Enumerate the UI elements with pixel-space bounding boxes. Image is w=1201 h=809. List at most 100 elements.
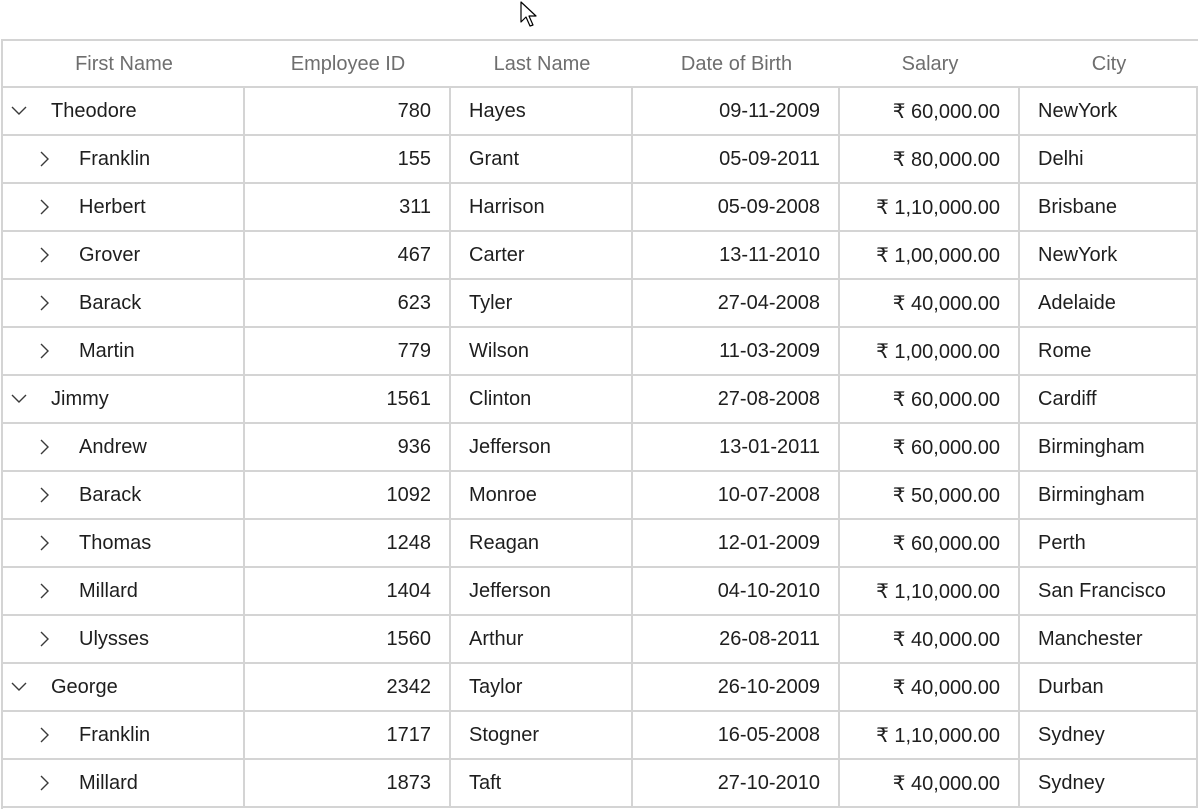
- column-header-city[interactable]: City: [1091, 53, 1127, 75]
- tree-row-child[interactable]: Franklin 155 Grant 05-09-2011 ₹ 80,000.00 Del…: [3, 136, 1198, 184]
- cell-date-of-birth[interactable]: 16-05-2008: [633, 712, 840, 758]
- cell-date-of-birth[interactable]: 27-10-2010: [633, 760, 840, 806]
- cell-city[interactable]: NewYork: [1020, 232, 1198, 278]
- cell-first-name[interactable]: Martin: [3, 328, 245, 374]
- cell-first-name[interactable]: Herbert: [3, 184, 245, 230]
- cell-last-name[interactable]: Monroe: [451, 472, 633, 518]
- cell-first-name[interactable]: George: [3, 664, 245, 710]
- cell-last-name[interactable]: Hayes: [451, 88, 633, 134]
- cell-date-of-birth[interactable]: 27-08-2008: [633, 376, 840, 422]
- cell-date-of-birth[interactable]: 10-07-2008: [633, 472, 840, 518]
- cell-first-name[interactable]: Barack: [3, 280, 245, 326]
- cell-city[interactable]: Sydney: [1020, 712, 1198, 758]
- cell-date-of-birth[interactable]: 09-11-2009: [633, 88, 840, 134]
- chevron-right-icon[interactable]: [33, 435, 57, 459]
- cell-salary[interactable]: ₹ 40,000.00: [840, 616, 1020, 662]
- tree-row-child[interactable]: Barack 1092 Monroe 10-07-2008 ₹ 50,000.00 Bir…: [3, 472, 1198, 520]
- cell-employee-id[interactable]: 623: [245, 280, 451, 326]
- tree-row-child[interactable]: Andrew 936 Jefferson 13-01-2011 ₹ 60,000.00 B…: [3, 424, 1198, 472]
- tree-row-child[interactable]: Millard 1404 Jefferson 04-10-2010 ₹ 1,10,000…: [3, 568, 1198, 616]
- chevron-down-icon[interactable]: [7, 387, 31, 411]
- chevron-right-icon[interactable]: [33, 723, 57, 747]
- column-header-salary[interactable]: Salary: [901, 53, 959, 75]
- chevron-right-icon[interactable]: [33, 483, 57, 507]
- cell-date-of-birth[interactable]: 26-08-2011: [633, 616, 840, 662]
- cell-first-name[interactable]: Theodore: [3, 88, 245, 134]
- cell-employee-id[interactable]: 1404: [245, 568, 451, 614]
- cell-last-name[interactable]: Taylor: [451, 664, 633, 710]
- cell-salary[interactable]: ₹ 40,000.00: [840, 760, 1020, 806]
- cell-last-name[interactable]: Stogner: [451, 712, 633, 758]
- cell-salary[interactable]: ₹ 1,10,000.00: [840, 712, 1020, 758]
- tree-row-child[interactable]: Thomas 1248 Reagan 12-01-2009 ₹ 60,000.00 Per…: [3, 520, 1198, 568]
- cell-first-name[interactable]: Ulysses: [3, 616, 245, 662]
- tree-row-child[interactable]: Franklin 1717 Stogner 16-05-2008 ₹ 1,10,000.…: [3, 712, 1198, 760]
- column-header-date-of-birth[interactable]: Date of Birth: [680, 53, 793, 75]
- cell-last-name[interactable]: Reagan: [451, 520, 633, 566]
- tree-row-parent[interactable]: Jimmy 1561 Clinton 27-08-2008 ₹ 60,000.00 Car…: [3, 376, 1198, 424]
- cell-first-name[interactable]: Thomas: [3, 520, 245, 566]
- tree-row-child[interactable]: Herbert 311 Harrison 05-09-2008 ₹ 1,10,000.0…: [3, 184, 1198, 232]
- cell-city[interactable]: Perth: [1020, 520, 1198, 566]
- cell-last-name[interactable]: Clinton: [451, 376, 633, 422]
- cell-date-of-birth[interactable]: 05-09-2008: [633, 184, 840, 230]
- cell-employee-id[interactable]: 2342: [245, 664, 451, 710]
- cell-employee-id[interactable]: 936: [245, 424, 451, 470]
- chevron-right-icon[interactable]: [33, 531, 57, 555]
- cell-first-name[interactable]: Grover: [3, 232, 245, 278]
- cell-date-of-birth[interactable]: 04-10-2010: [633, 568, 840, 614]
- cell-salary[interactable]: ₹ 40,000.00: [840, 280, 1020, 326]
- tree-row-child[interactable]: Grover 467 Carter 13-11-2010 ₹ 1,00,000.00 Ne…: [3, 232, 1198, 280]
- chevron-right-icon[interactable]: [33, 291, 57, 315]
- cell-last-name[interactable]: Arthur: [451, 616, 633, 662]
- cell-last-name[interactable]: Jefferson: [451, 424, 633, 470]
- cell-city[interactable]: Adelaide: [1020, 280, 1198, 326]
- cell-city[interactable]: Cardiff: [1020, 376, 1198, 422]
- cell-city[interactable]: Durban: [1020, 664, 1198, 710]
- column-header-employee-id[interactable]: Employee ID: [290, 53, 406, 75]
- cell-city[interactable]: Birmingham: [1020, 472, 1198, 518]
- cell-last-name[interactable]: Taft: [451, 760, 633, 806]
- cell-city[interactable]: San Francisco: [1020, 568, 1198, 614]
- cell-salary[interactable]: ₹ 80,000.00: [840, 136, 1020, 182]
- chevron-right-icon[interactable]: [33, 243, 57, 267]
- tree-row-child[interactable]: Barack 623 Tyler 27-04-2008 ₹ 40,000.00 Adela…: [3, 280, 1198, 328]
- cell-employee-id[interactable]: 1092: [245, 472, 451, 518]
- cell-first-name[interactable]: Millard: [3, 568, 245, 614]
- cell-last-name[interactable]: Jefferson: [451, 568, 633, 614]
- cell-employee-id[interactable]: 1873: [245, 760, 451, 806]
- tree-row-child[interactable]: Martin 779 Wilson 11-03-2009 ₹ 1,00,000.00 Ro…: [3, 328, 1198, 376]
- cell-date-of-birth[interactable]: 05-09-2011: [633, 136, 840, 182]
- tree-row-parent[interactable]: George 2342 Taylor 26-10-2009 ₹ 40,000.00 Dur…: [3, 664, 1198, 712]
- tree-row-child[interactable]: Millard 1873 Taft 27-10-2010 ₹ 40,000.00 Sydn…: [3, 760, 1198, 808]
- cell-employee-id[interactable]: 311: [245, 184, 451, 230]
- cell-first-name[interactable]: Millard: [3, 760, 245, 806]
- chevron-right-icon[interactable]: [33, 339, 57, 363]
- chevron-right-icon[interactable]: [33, 627, 57, 651]
- cell-last-name[interactable]: Harrison: [451, 184, 633, 230]
- cell-salary[interactable]: ₹ 1,00,000.00: [840, 232, 1020, 278]
- chevron-right-icon[interactable]: [33, 195, 57, 219]
- cell-city[interactable]: Rome: [1020, 328, 1198, 374]
- cell-employee-id[interactable]: 780: [245, 88, 451, 134]
- chevron-down-icon[interactable]: [7, 675, 31, 699]
- cell-employee-id[interactable]: 155: [245, 136, 451, 182]
- cell-employee-id[interactable]: 1560: [245, 616, 451, 662]
- cell-salary[interactable]: ₹ 60,000.00: [840, 424, 1020, 470]
- cell-first-name[interactable]: Franklin: [3, 136, 245, 182]
- cell-last-name[interactable]: Wilson: [451, 328, 633, 374]
- tree-row-child[interactable]: Ulysses 1560 Arthur 26-08-2011 ₹ 40,000.00 Ma…: [3, 616, 1198, 664]
- cell-date-of-birth[interactable]: 27-04-2008: [633, 280, 840, 326]
- cell-first-name[interactable]: Andrew: [3, 424, 245, 470]
- cell-salary[interactable]: ₹ 60,000.00: [840, 88, 1020, 134]
- cell-date-of-birth[interactable]: 26-10-2009: [633, 664, 840, 710]
- tree-row-parent[interactable]: Theodore 780 Hayes 09-11-2009 ₹ 60,000.00 New…: [3, 88, 1198, 136]
- cell-salary[interactable]: ₹ 1,10,000.00: [840, 184, 1020, 230]
- cell-city[interactable]: Birmingham: [1020, 424, 1198, 470]
- cell-last-name[interactable]: Carter: [451, 232, 633, 278]
- cell-salary[interactable]: ₹ 50,000.00: [840, 472, 1020, 518]
- cell-employee-id[interactable]: 779: [245, 328, 451, 374]
- cell-employee-id[interactable]: 1717: [245, 712, 451, 758]
- cell-date-of-birth[interactable]: 13-11-2010: [633, 232, 840, 278]
- cell-date-of-birth[interactable]: 12-01-2009: [633, 520, 840, 566]
